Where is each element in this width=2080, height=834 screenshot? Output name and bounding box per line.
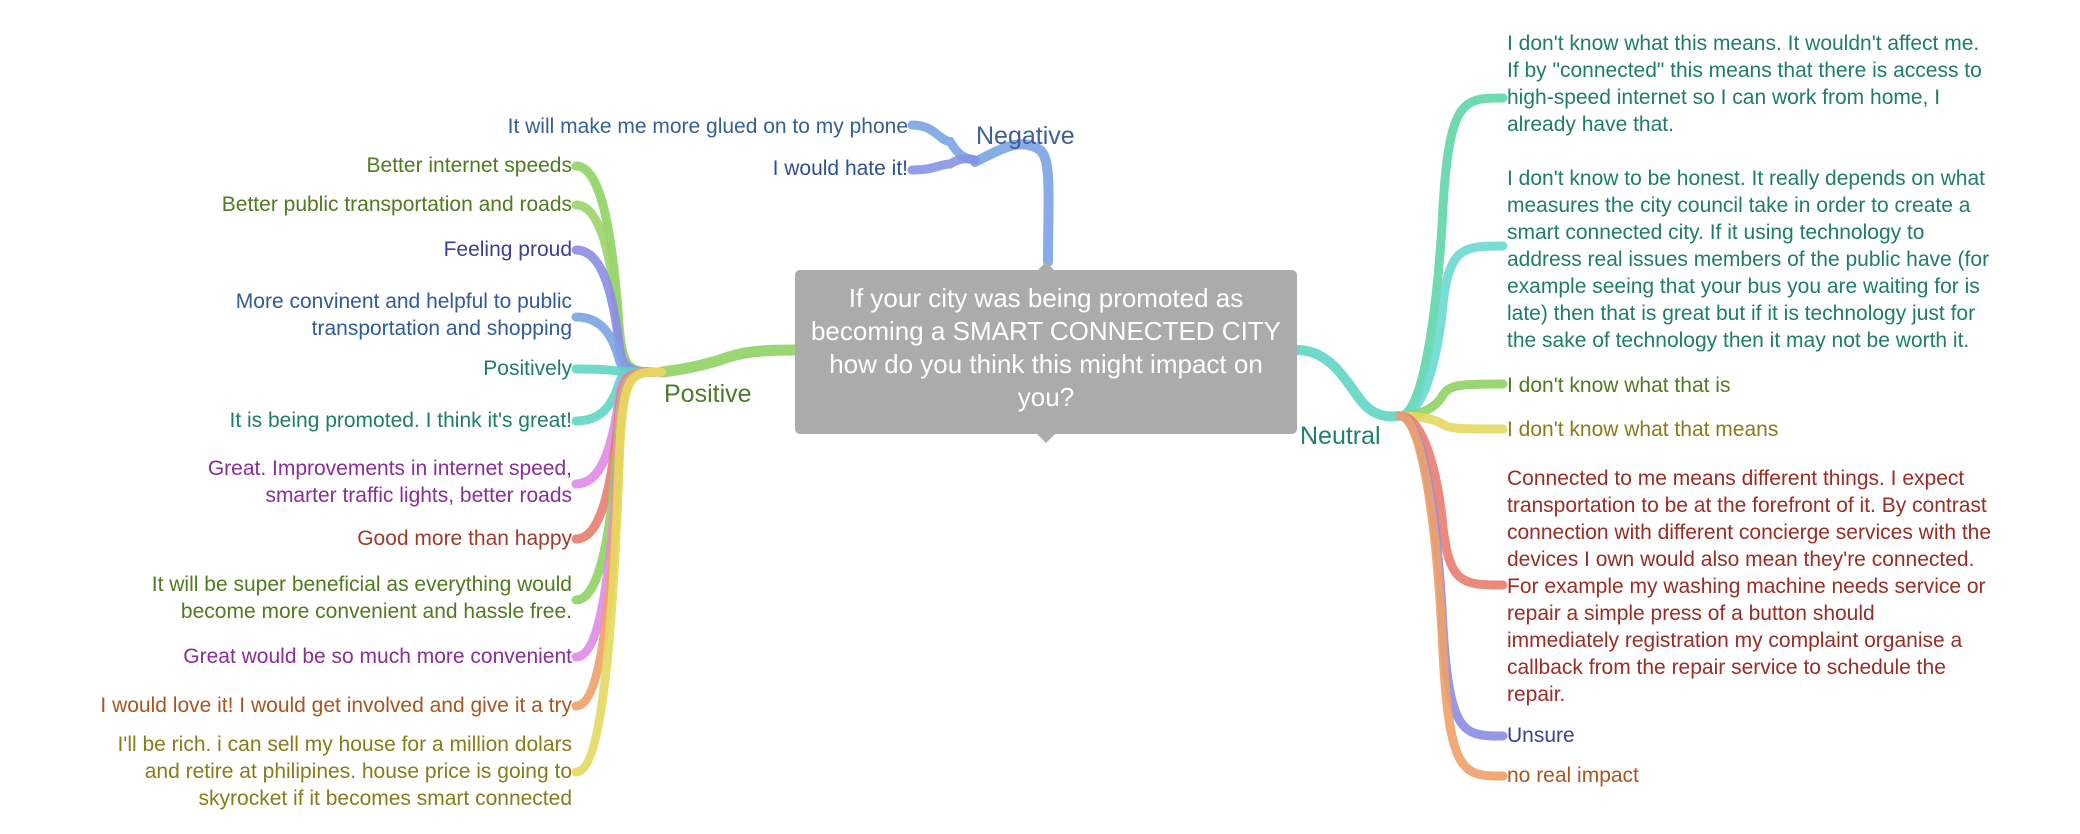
- neutral-item-line: transportation to be at the forefront of…: [1507, 494, 1987, 517]
- positive-item[interactable]: It is being promoted. I think it's great…: [229, 407, 572, 434]
- negative-item[interactable]: It will make me more glued on to my phon…: [508, 113, 908, 140]
- neutral-item-line: address real issues members of the publi…: [1507, 248, 1990, 271]
- neutral-item-line: immediately registration my complaint or…: [1507, 629, 1963, 652]
- positive-item[interactable]: Positively: [483, 355, 572, 382]
- positive-item-line: Good more than happy: [357, 527, 572, 550]
- neutral-item-line: For example my washing machine needs ser…: [1507, 575, 1986, 598]
- positive-item[interactable]: I'll be rich. i can sell my house for a …: [117, 731, 572, 812]
- branch-label-positive[interactable]: Positive: [664, 380, 752, 408]
- connector-positive-item: [571, 367, 667, 777]
- neutral-item-line: no real impact: [1507, 764, 1639, 787]
- positive-item[interactable]: It will be super beneficial as everythin…: [152, 571, 572, 625]
- neutral-item-line: high-speed internet so I can work from h…: [1507, 86, 1941, 109]
- central-question-node[interactable]: If your city was being promoted as becom…: [795, 270, 1297, 434]
- positive-item[interactable]: Better internet speeds: [367, 152, 572, 179]
- neutral-item[interactable]: I don't know what that is: [1507, 372, 1730, 399]
- neutral-item-line: connection with different concierge serv…: [1507, 521, 1992, 544]
- neutral-item[interactable]: I don't know to be honest. It really dep…: [1507, 165, 1989, 354]
- positive-item-line: Feeling proud: [443, 238, 572, 261]
- negative-item-line: It will make me more glued on to my phon…: [507, 115, 908, 138]
- neutral-item-line: smart connected city. If it using techno…: [1507, 221, 1925, 244]
- neutral-item[interactable]: I don't know what that means: [1507, 416, 1778, 443]
- trunk-neutral: [1292, 345, 1403, 422]
- branch-label-negative[interactable]: Negative: [976, 122, 1075, 150]
- neutral-item-line: late) then that is great but if it is te…: [1507, 302, 1976, 325]
- positive-item[interactable]: I would love it! I would get involved an…: [100, 692, 572, 719]
- positive-item-line: Positively: [483, 357, 572, 380]
- neutral-item-line: the sake of technology then it may not b…: [1507, 329, 1970, 352]
- trunk-negative: [970, 139, 1054, 267]
- positive-item-line: Great. Improvements in internet speed,: [207, 457, 572, 480]
- negative-item[interactable]: I would hate it!: [773, 155, 908, 182]
- positive-item-line: I would love it! I would get involved an…: [100, 694, 572, 717]
- neutral-item-line: repair a simple press of a button should: [1507, 602, 1875, 625]
- positive-item-line: smarter traffic lights, better roads: [265, 484, 572, 507]
- neutral-item-line: I don't know what that means: [1507, 418, 1779, 441]
- positive-item-line: Great would be so much more convenient: [183, 645, 572, 668]
- negative-item-line: I would hate it!: [772, 157, 908, 180]
- branch-label-neutral[interactable]: Neutral: [1300, 422, 1381, 450]
- neutral-item-line: I don't know what that is: [1507, 374, 1731, 397]
- neutral-item-line: If by "connected" this means that there …: [1507, 59, 1982, 82]
- positive-item-line: I'll be rich. i can sell my house for a …: [117, 733, 572, 756]
- positive-item[interactable]: More convinent and helpful to public tran…: [236, 288, 572, 342]
- neutral-item-line: I don't know what this means. It wouldn'…: [1507, 32, 1980, 55]
- connector-neutral-item: [1395, 411, 1508, 434]
- positive-item-line: become more convenient and hassle free.: [180, 600, 572, 623]
- neutral-item[interactable]: Unsure: [1507, 722, 1575, 749]
- positive-item-line: transportation and shopping: [311, 317, 572, 340]
- connector-neutral-item: [1395, 241, 1508, 421]
- neutral-item-line: repair.: [1507, 683, 1566, 706]
- neutral-item[interactable]: Connected to me means different things. …: [1507, 465, 1991, 708]
- neutral-item-line: measures the city council take in order …: [1507, 194, 1971, 217]
- connector-neutral-item: [1395, 411, 1508, 781]
- central-question-text: If your city was being promoted as becom…: [810, 283, 1282, 412]
- positive-item[interactable]: Good more than happy: [357, 525, 572, 552]
- positive-item-line: and retire at philipines. house price is…: [144, 760, 572, 783]
- neutral-item-line: I don't know to be honest. It really dep…: [1507, 167, 1985, 190]
- neutral-item-line: already have that.: [1507, 113, 1674, 136]
- positive-item-line: It will be super beneficial as everythin…: [151, 573, 572, 596]
- positive-item-line: Better public transportation and roads: [221, 193, 572, 216]
- positive-item[interactable]: Great. Improvements in internet speed, sm…: [208, 455, 572, 509]
- connector-neutral-item: [1395, 93, 1508, 421]
- positive-item-line: Better internet speeds: [366, 154, 572, 177]
- positive-item[interactable]: Feeling proud: [444, 236, 572, 263]
- connector-neutral-item: [1395, 411, 1508, 741]
- neutral-item[interactable]: no real impact: [1507, 762, 1639, 789]
- positive-item[interactable]: Great would be so much more convenient: [183, 643, 572, 670]
- neutral-item-line: Unsure: [1507, 724, 1575, 747]
- positive-item[interactable]: Better public transportation and roads: [222, 191, 572, 218]
- neutral-item-line: example seeing that your bus you are wai…: [1507, 275, 1980, 298]
- neutral-item-line: Connected to me means different things. …: [1507, 467, 1965, 490]
- neutral-item-line: devices I own would also mean they're co…: [1507, 548, 1975, 571]
- central-node-caret-bottom: [1037, 434, 1055, 443]
- neutral-item[interactable]: I don't know what this means. It wouldn'…: [1507, 30, 1982, 138]
- positive-item-line: skyrocket if it becomes smart connected: [198, 787, 572, 810]
- central-node-caret-top: [1037, 262, 1055, 271]
- neutral-item-line: callback from the repair service to sche…: [1507, 656, 1946, 679]
- trunk-positive: [656, 344, 801, 378]
- connector-negative-item: [907, 154, 980, 175]
- positive-item-line: More convinent and helpful to public: [235, 290, 572, 313]
- positive-item-line: It is being promoted. I think it's great…: [229, 409, 572, 432]
